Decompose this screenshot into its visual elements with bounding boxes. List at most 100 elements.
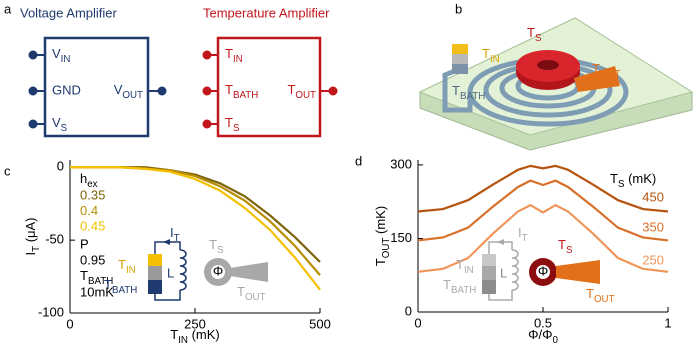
y-axis-label-part: (μA): [23, 217, 38, 245]
pin-label-part: S: [233, 123, 240, 134]
y-axis-label-part: OUT: [381, 238, 392, 259]
amplifier-title: Temperature Amplifier: [203, 5, 330, 20]
legend-title-part: T: [610, 171, 618, 186]
voltage-amplifier-box: [43, 36, 150, 138]
x-axis-label: Φ/Φ0: [528, 327, 558, 345]
y-axis-label-part: (mK): [373, 206, 388, 238]
legend-label: 0.4: [80, 203, 98, 218]
amplifier-boxes: [43, 36, 322, 138]
inset-label: TS: [209, 237, 224, 255]
inset-label-part: T: [443, 277, 451, 292]
inset-label: IT: [170, 225, 180, 243]
x-axis-label-part: IN: [178, 335, 188, 345]
inset-label-part: T: [586, 286, 594, 301]
inset-label: L: [500, 265, 507, 280]
pin-label: VS: [52, 115, 68, 133]
inset-label-part: T: [558, 237, 566, 252]
y-tick-label: 150: [390, 230, 412, 245]
inset-label: TBATH: [443, 277, 476, 295]
y-axis-label: TOUT (mK): [373, 206, 391, 266]
inset-label: TBATH: [104, 277, 137, 295]
pin-label: VIN: [52, 46, 70, 64]
temperature-pins: [202, 50, 338, 129]
pin-label: TIN: [225, 46, 243, 64]
legend-label: 0.35: [80, 187, 105, 202]
amplifier-title: Voltage Amplifier: [20, 5, 118, 20]
pin-label: GND: [52, 82, 81, 97]
inset-label: TIN: [456, 257, 474, 275]
legend-title: hex: [80, 171, 98, 189]
x-axis-label-part: Φ/Φ: [528, 327, 552, 342]
annotation: 10mK: [80, 284, 114, 299]
pin-label-part: T: [225, 115, 233, 130]
inset-label: TS: [558, 237, 573, 255]
panel-letter: a: [4, 1, 12, 16]
inset-label-part: IN: [126, 265, 136, 276]
series-line: [70, 166, 321, 291]
inset-label-part: T: [174, 233, 180, 244]
x-tick-label: 0: [66, 316, 73, 331]
render-label-part: T: [527, 25, 535, 40]
pin-label-part: T: [225, 82, 233, 97]
panel-letter: c: [4, 163, 11, 178]
y-tick-label: 0: [405, 303, 412, 318]
annotation: 0.95: [80, 252, 105, 267]
x-axis-label-part: 0: [552, 335, 558, 345]
legend-label: 350: [642, 219, 664, 234]
render-label-part: IN: [490, 54, 500, 65]
series-line: [417, 164, 669, 213]
render-label: TIN: [482, 46, 500, 64]
x-axis-label-part: (mK): [188, 327, 220, 342]
legend-title-part: (mK): [624, 171, 656, 186]
x-tick-label: 500: [309, 316, 331, 331]
series-line: [70, 166, 321, 263]
panel-letter: b: [455, 1, 462, 16]
pin-label: VOUT: [114, 82, 143, 100]
y-axis-label-part: T: [373, 258, 388, 266]
inset-label-part: T: [104, 277, 112, 292]
render-label-part: BATH: [460, 91, 485, 102]
pin-label-part: OUT: [295, 90, 316, 101]
render-label-part: T: [592, 61, 600, 76]
pin-label-part: IN: [61, 54, 71, 65]
pin-label: TOUT: [287, 82, 316, 100]
pin-label-part: V: [52, 115, 61, 130]
temperature-amplifier-box: [216, 36, 322, 138]
pin-label-part: BATH: [233, 90, 258, 101]
inset-label: Φ: [538, 263, 548, 278]
x-axis-label-part: T: [170, 327, 178, 342]
legend-label: 450: [642, 189, 664, 204]
y-tick-label: 300: [390, 156, 412, 171]
legend-title-part: ex: [87, 179, 97, 190]
inset-label: L: [167, 265, 174, 280]
legend-label: 250: [642, 252, 664, 267]
inset-label-part: IN: [464, 265, 474, 276]
pin-label-part: T: [225, 46, 233, 61]
inset-circuit-d: [482, 239, 600, 301]
x-tick-label: 1: [664, 315, 671, 330]
y-tick-label: 0: [57, 159, 64, 174]
legend-title-part: h: [80, 171, 87, 186]
pin-label: TBATH: [225, 82, 258, 100]
series-line: [417, 203, 669, 273]
device-render: [418, 17, 694, 151]
inset-label-part: OUT: [594, 294, 615, 305]
y-axis-label-part: T: [31, 246, 42, 252]
annotation-part: BATH: [88, 276, 113, 287]
inset-label-part: BATH: [112, 285, 137, 296]
render-label: TS: [527, 25, 542, 43]
series-line: [70, 166, 321, 276]
pin-label-part: OUT: [122, 90, 143, 101]
y-axis-label: IT (μA): [23, 217, 41, 255]
pin-label-part: S: [61, 123, 68, 134]
annotation: TBATH: [80, 268, 113, 286]
pin-label-part: V: [114, 82, 123, 97]
inset-label-part: OUT: [245, 292, 266, 303]
annotation: P: [80, 236, 89, 251]
y-axis-label-part: I: [23, 252, 38, 256]
inset-label-part: T: [209, 237, 217, 252]
panel-letter: d: [355, 153, 362, 168]
x-tick-label: 0: [414, 315, 421, 330]
inset-label: TOUT: [586, 286, 615, 304]
